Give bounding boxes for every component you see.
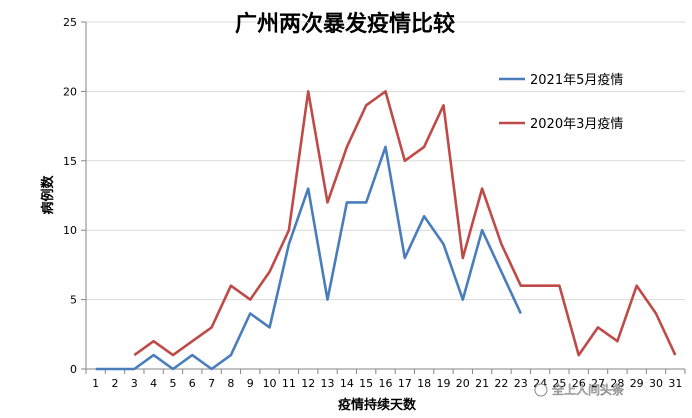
x-tick-label: 6 — [189, 377, 196, 390]
y-tick-label: 25 — [63, 16, 77, 29]
x-tick-label: 21 — [475, 377, 489, 390]
x-tick-label: 22 — [494, 377, 508, 390]
x-tick-label: 18 — [417, 377, 431, 390]
x-tick-label: 28 — [610, 377, 624, 390]
series-lines — [95, 90, 677, 371]
legend-label-1: 2021年5月疫情 — [530, 72, 623, 88]
y-tick-label: 0 — [70, 363, 77, 376]
x-tick-label: 27 — [591, 377, 605, 390]
x-tick-label: 10 — [263, 377, 277, 390]
x-tick-label: 29 — [630, 377, 644, 390]
y-axis-title: 病例数 — [40, 175, 56, 215]
x-tick-label: 7 — [208, 377, 215, 390]
x-tick-label: 30 — [649, 377, 663, 390]
legend-label-2: 2020年3月疫情 — [530, 116, 623, 132]
x-tick-label: 4 — [150, 377, 157, 390]
x-tick-label: 8 — [227, 377, 234, 390]
y-tick-label: 20 — [63, 85, 77, 98]
y-tick-label: 5 — [70, 294, 77, 307]
x-tick-label: 14 — [340, 377, 354, 390]
x-tick-label: 31 — [668, 377, 682, 390]
x-axis-title: 疫情持续天数 — [338, 397, 417, 413]
x-tick-label: 16 — [379, 377, 393, 390]
x-tick-label: 20 — [456, 377, 470, 390]
series-line-1 — [95, 145, 522, 371]
x-tick-label: 19 — [436, 377, 450, 390]
watermark-logo-icon — [534, 383, 548, 397]
y-tick-label: 10 — [63, 224, 77, 237]
x-tick-label: 25 — [552, 377, 566, 390]
x-tick-label: 3 — [131, 377, 138, 390]
x-tick-label: 26 — [572, 377, 586, 390]
x-tick-label: 17 — [398, 377, 412, 390]
watermark-text: 全上人间头条 — [552, 382, 624, 397]
x-tick-label: 23 — [514, 377, 528, 390]
x-tick-label: 12 — [301, 377, 315, 390]
gridlines — [86, 21, 685, 301]
series-line-2 — [133, 90, 677, 357]
x-tick-label: 1 — [92, 377, 99, 390]
legend: 2021年5月疫情 2020年3月疫情 — [499, 72, 623, 132]
x-tick-label: 2 — [111, 377, 118, 390]
x-tick-label: 11 — [282, 377, 296, 390]
y-tick-label: 15 — [63, 155, 77, 168]
x-tick-label: 9 — [247, 377, 254, 390]
chart-title: 广州两次暴发疫情比较 — [235, 11, 455, 37]
x-tick-label: 5 — [169, 377, 176, 390]
x-tick-label: 15 — [359, 377, 373, 390]
watermark: 全上人间头条 — [534, 382, 624, 397]
x-tick-label: 13 — [321, 377, 335, 390]
